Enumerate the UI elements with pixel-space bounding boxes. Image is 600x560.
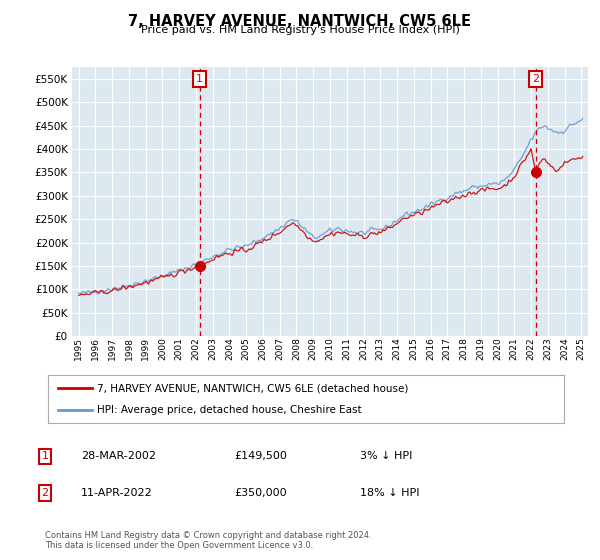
Text: Price paid vs. HM Land Registry's House Price Index (HPI): Price paid vs. HM Land Registry's House … [140,25,460,35]
Text: 28-MAR-2002: 28-MAR-2002 [81,451,156,461]
Text: HPI: Average price, detached house, Cheshire East: HPI: Average price, detached house, Ches… [97,405,362,415]
Text: 3% ↓ HPI: 3% ↓ HPI [360,451,412,461]
Text: £149,500: £149,500 [234,451,287,461]
Text: £350,000: £350,000 [234,488,287,498]
Text: 1: 1 [41,451,49,461]
Text: 11-APR-2022: 11-APR-2022 [81,488,153,498]
Text: 7, HARVEY AVENUE, NANTWICH, CW5 6LE (detached house): 7, HARVEY AVENUE, NANTWICH, CW5 6LE (det… [97,383,409,393]
Text: 2: 2 [41,488,49,498]
Text: 2: 2 [532,74,539,84]
Text: 7, HARVEY AVENUE, NANTWICH, CW5 6LE: 7, HARVEY AVENUE, NANTWICH, CW5 6LE [128,14,472,29]
Text: 18% ↓ HPI: 18% ↓ HPI [360,488,419,498]
Text: Contains HM Land Registry data © Crown copyright and database right 2024.
This d: Contains HM Land Registry data © Crown c… [45,531,371,550]
Text: 1: 1 [196,74,203,84]
